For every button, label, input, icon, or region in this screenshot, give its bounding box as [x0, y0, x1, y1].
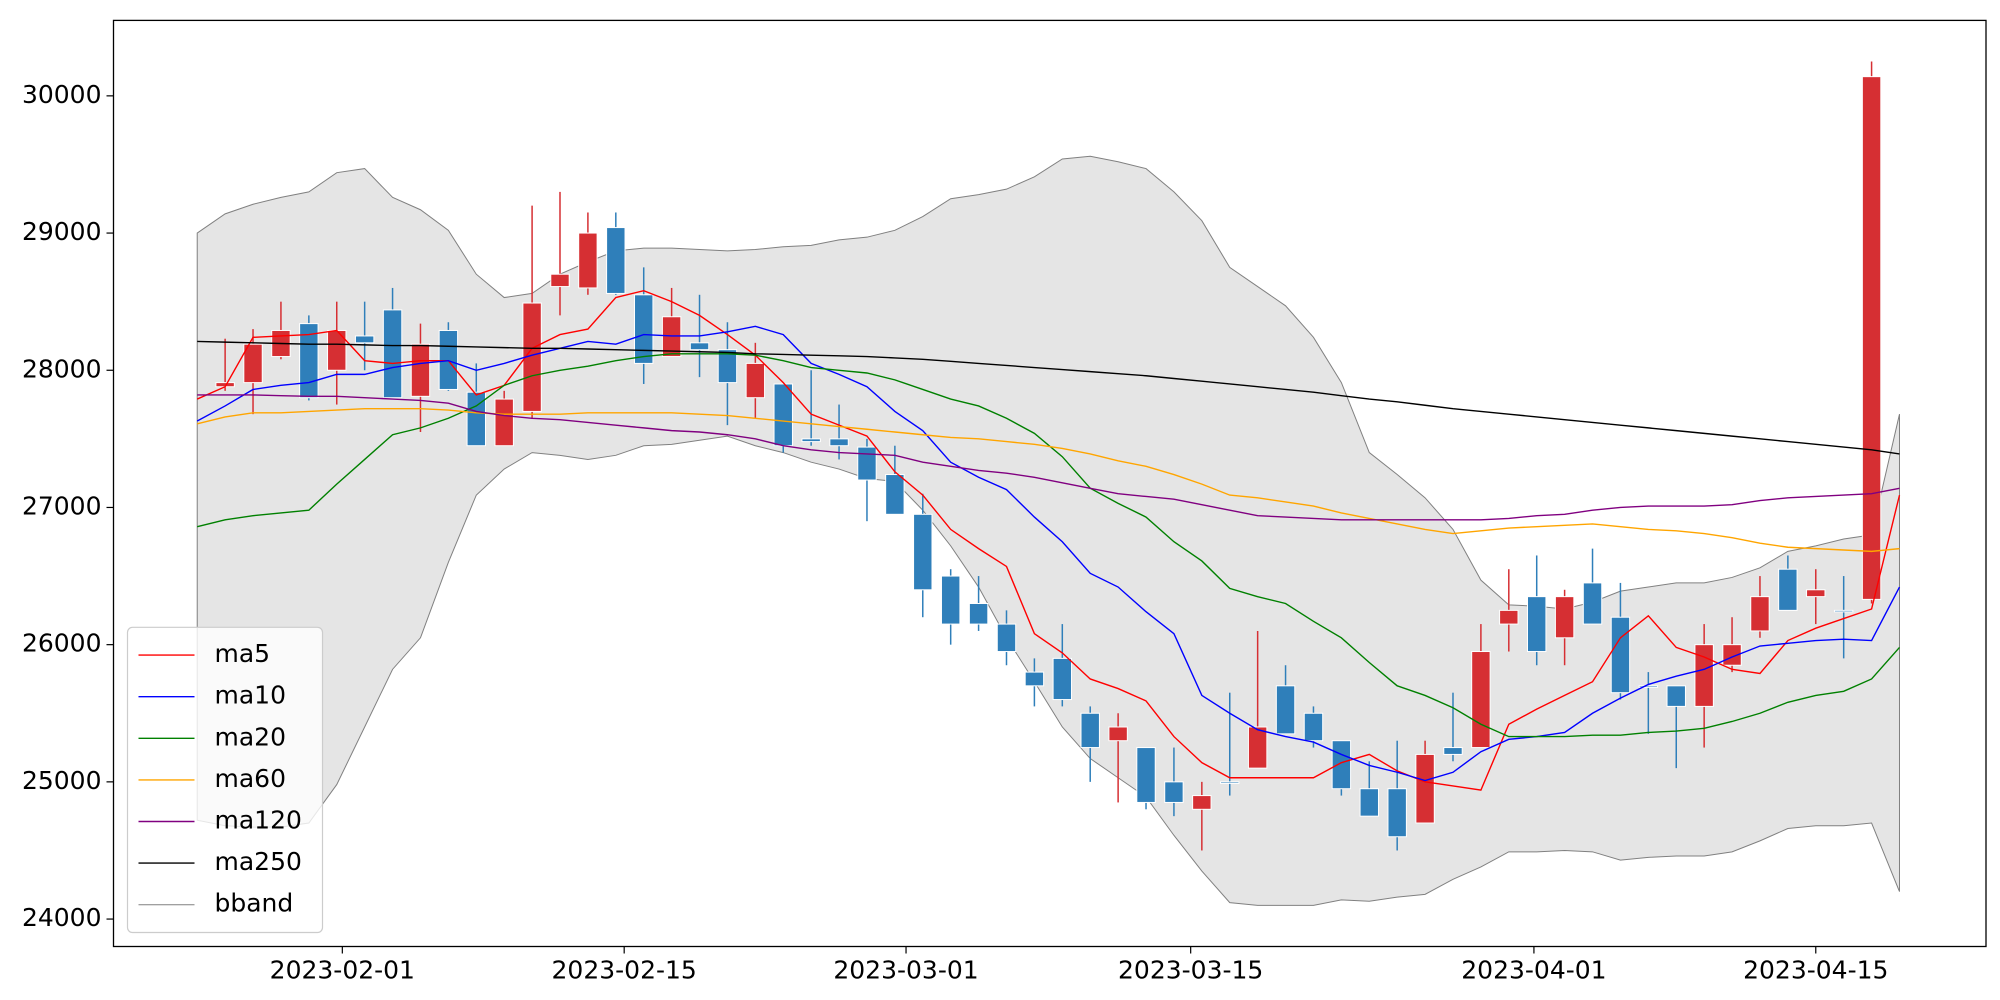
- legend-label: ma60: [215, 764, 286, 793]
- candle-body: [1192, 795, 1212, 810]
- candle-body: [1694, 644, 1714, 707]
- candle-body: [717, 349, 738, 384]
- candle-body: [243, 343, 263, 384]
- candle-body: [801, 438, 821, 443]
- candle-body: [857, 446, 877, 481]
- candle-body: [1443, 747, 1463, 755]
- legend-label: ma250: [215, 847, 302, 876]
- ma-line: [197, 340, 1900, 455]
- x-tick-label: 2023-02-01: [270, 956, 415, 985]
- candle-body: [299, 323, 319, 399]
- candle-body: [1610, 616, 1631, 694]
- y-tick-label: 25000: [22, 766, 102, 795]
- candle-body: [550, 273, 570, 288]
- candle-body: [1499, 609, 1519, 625]
- candle-body: [968, 603, 989, 625]
- candle-body: [1303, 712, 1324, 742]
- candle-body: [885, 474, 905, 515]
- candle-body: [382, 309, 403, 399]
- x-tick-label: 2023-04-15: [1743, 956, 1888, 985]
- candle-body: [634, 294, 654, 364]
- legend-label: ma10: [215, 681, 286, 710]
- candle-body: [1164, 781, 1184, 803]
- candle-body: [745, 362, 766, 399]
- candle-body: [1108, 726, 1128, 742]
- y-tick-label: 29000: [22, 217, 102, 246]
- candle-body: [913, 513, 933, 591]
- legend-label: ma20: [215, 722, 286, 751]
- candle-body: [1471, 651, 1491, 749]
- candle-body: [1554, 596, 1575, 639]
- candle-body: [1387, 788, 1407, 838]
- legend-label: ma120: [215, 806, 302, 835]
- candle-body: [1722, 644, 1742, 666]
- candle-body: [1359, 788, 1379, 817]
- legend-label: ma5: [215, 639, 271, 668]
- candle-body: [1415, 753, 1435, 824]
- y-tick-label: 30000: [22, 80, 102, 109]
- candle-body: [1582, 582, 1603, 625]
- candle-body: [1778, 568, 1798, 611]
- candle-body: [1024, 671, 1045, 687]
- candle-body: [1861, 76, 1882, 600]
- candle-body: [1247, 726, 1268, 769]
- candle-body: [606, 227, 626, 294]
- candle-body: [1806, 589, 1826, 598]
- candle-body: [494, 398, 514, 447]
- candle-body: [996, 623, 1017, 653]
- plot-frame: [112, 19, 1987, 948]
- candle-body: [1136, 747, 1156, 803]
- ma-line: [197, 407, 1900, 553]
- candle-body: [1052, 657, 1073, 701]
- legend-label: bband: [215, 889, 294, 918]
- y-tick-label: 28000: [22, 354, 102, 383]
- ma-line: [197, 353, 1901, 738]
- candle-body: [1527, 596, 1547, 653]
- y-tick-label: 26000: [22, 629, 102, 658]
- candle-body: [829, 438, 849, 447]
- plot-area: [196, 61, 1901, 906]
- candle-body: [1220, 781, 1240, 784]
- candle-body: [410, 343, 431, 397]
- candle-body: [1080, 712, 1100, 749]
- candle-body: [1331, 740, 1352, 790]
- candle-body: [1750, 596, 1770, 632]
- candle-body: [689, 342, 710, 351]
- legend: ma5 ma10 ma20 ma60 ma120 ma250 bband: [126, 626, 324, 934]
- x-tick-label: 2023-04-01: [1461, 956, 1606, 985]
- ma-line: [196, 289, 1901, 791]
- x-tick-label: 2023-03-01: [833, 956, 978, 985]
- ma-line: [197, 394, 1900, 521]
- legend-box: [126, 626, 324, 934]
- candle-body: [466, 391, 486, 447]
- candle-body: [940, 575, 961, 625]
- candle-body: [578, 232, 598, 289]
- candle-body: [1833, 609, 1854, 613]
- candle-body: [1638, 685, 1659, 688]
- x-tick-label: 2023-02-15: [552, 956, 697, 985]
- candle-body: [1275, 685, 1296, 735]
- ma-line: [196, 325, 1901, 782]
- candle-body: [1666, 685, 1686, 707]
- candle-body: [354, 335, 375, 344]
- candle-body: [773, 383, 793, 447]
- x-tick-label: 2023-03-15: [1118, 956, 1263, 985]
- y-tick-label: 24000: [22, 903, 102, 932]
- y-tick-label: 27000: [22, 491, 102, 520]
